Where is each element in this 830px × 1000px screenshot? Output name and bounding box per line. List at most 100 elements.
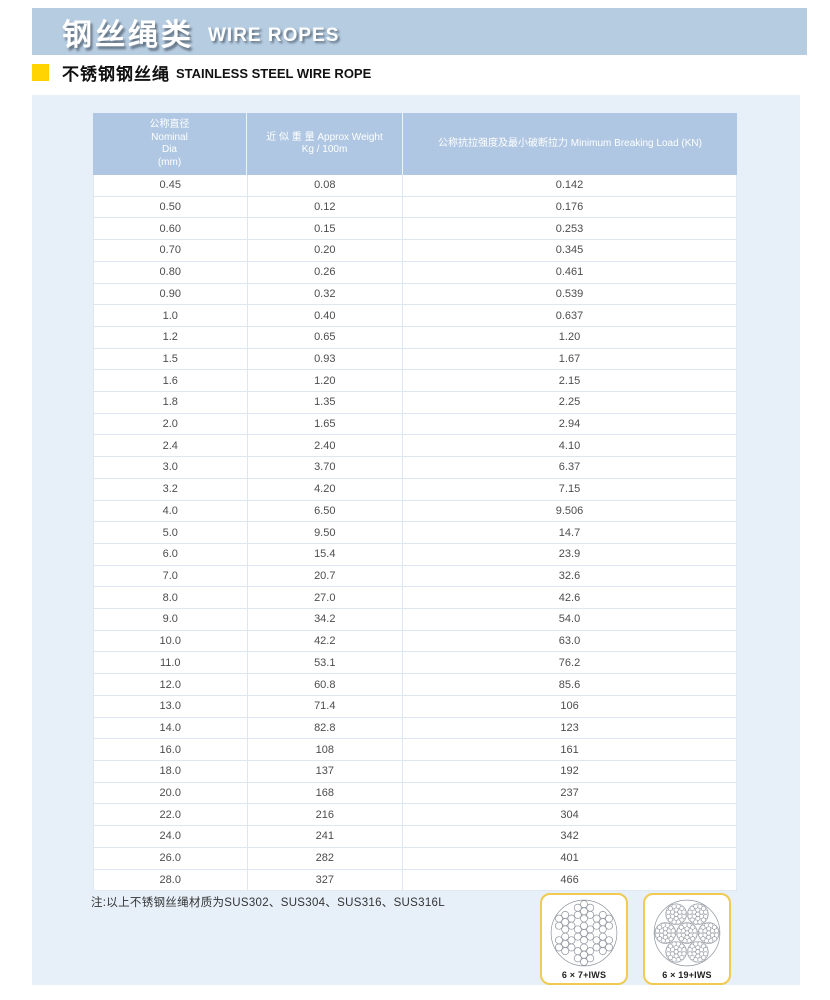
table-row: 1.6 1.20 2.15 [94, 370, 736, 393]
rope-card-label: 6 × 19+IWS [662, 970, 712, 980]
page-banner: 钢丝绳类 WIRE ROPES [32, 8, 807, 55]
table-cell: 9.50 [248, 522, 404, 543]
table-cell: 0.50 [94, 196, 248, 218]
table-row: 13.0 71.4 106 [94, 695, 736, 718]
table-cell: 26.0 [94, 847, 248, 869]
table-cell: 123 [560, 721, 579, 734]
table-cell: 28.0 [94, 869, 248, 891]
rope-cross-section-6x7-icon [550, 899, 618, 967]
rope-card-6x19: 6 × 19+IWS [643, 893, 731, 985]
table-cell: 12.0 [94, 674, 248, 695]
table-cell: 0.60 [94, 218, 248, 240]
table-cell: 11.0 [94, 652, 248, 674]
table-cell: 0.45 [94, 175, 248, 196]
table-cell: 85.6 [558, 678, 581, 691]
table-cell: 3.0 [94, 457, 248, 478]
table-row: 1.5 0.93 1.67 [94, 348, 736, 371]
table-cell: 3.2 [94, 478, 248, 500]
table-cell: 0.461 [555, 266, 584, 279]
table-cell: 4.10 [558, 439, 581, 452]
table-cell: 5.0 [94, 522, 248, 543]
table-row: 20.0 168 237 [94, 782, 736, 805]
table-cell: 34.2 [248, 609, 404, 630]
banner-title-en: WIRE ROPES [208, 25, 340, 46]
table-row: 12.0 60.8 85.6 [94, 674, 736, 696]
rope-card-label: 6 × 7+IWS [561, 970, 607, 980]
table-cell: 2.94 [558, 418, 581, 431]
table-row: 1.8 1.35 2.25 [94, 392, 736, 414]
table-cell: 1.8 [94, 392, 248, 413]
table-cell: 466 [560, 873, 579, 886]
table-cell: 32.6 [558, 570, 581, 582]
table-cell: 0.539 [555, 287, 584, 300]
table-body: 0.45 0.08 0.142 0.50 0.12 0.176 0.60 0.15 0.253 0… [93, 175, 737, 891]
table-row: 18.0 137 192 [94, 760, 736, 783]
table-cell: 237 [560, 787, 579, 800]
section-title-zh: 不锈钢钢丝绳 [62, 64, 170, 84]
table-cell: 106 [560, 700, 579, 713]
table-cell: 0.32 [248, 283, 404, 305]
table-row: 9.0 34.2 54.0 [94, 609, 736, 631]
spec-table: 公称直径 Nominal Dia (mm) 近 似 重 量 Approx Weight K… [93, 113, 737, 891]
column-header: 公称抗拉强度及最小破断拉力 Minimum Breaking Load (KN) [438, 137, 702, 149]
yellow-bullet-icon [32, 63, 49, 81]
table-cell: 0.70 [94, 240, 248, 261]
table-cell: 6.50 [248, 500, 404, 522]
table-cell: 0.65 [248, 326, 404, 348]
table-cell: 10.0 [94, 630, 248, 652]
table-row: 2.4 2.40 4.10 [94, 435, 736, 458]
table-cell: 16.0 [94, 739, 248, 760]
table-cell: 161 [560, 743, 579, 756]
table-cell: 1.65 [248, 413, 404, 435]
table-cell: 0.142 [555, 179, 584, 192]
table-cell: 108 [248, 739, 404, 760]
table-cell: 137 [248, 760, 404, 782]
table-cell: 8.0 [94, 587, 248, 609]
table-cell: 216 [248, 804, 404, 826]
table-cell: 1.20 [558, 331, 581, 344]
table-cell: 14.7 [558, 526, 581, 539]
table-cell: 54.0 [558, 613, 581, 626]
table-cell: 192 [560, 765, 579, 778]
table-cell: 63.0 [558, 635, 581, 648]
table-cell: 7.0 [94, 565, 248, 587]
table-cell: 1.20 [248, 370, 404, 392]
column-header: 公称直径 Nominal Dia (mm) [93, 113, 247, 175]
table-cell: 9.506 [555, 504, 584, 517]
table-row: 3.0 3.70 6.37 [94, 457, 736, 479]
table-row: 4.0 6.50 9.506 [94, 500, 736, 523]
table-cell: 327 [248, 869, 404, 891]
section-title-en: STAINLESS STEEL WIRE ROPE [176, 65, 372, 81]
table-row: 24.0 241 342 [94, 826, 736, 848]
table-cell: 2.0 [94, 413, 248, 435]
table-row: 2.0 1.65 2.94 [94, 413, 736, 436]
table-cell: 60.8 [248, 674, 404, 695]
table-cell: 0.40 [248, 305, 404, 326]
table-cell: 9.0 [94, 609, 248, 630]
table-cell: 0.90 [94, 283, 248, 305]
table-cell: 168 [248, 782, 404, 804]
table-cell: 42.2 [248, 630, 404, 652]
table-row: 7.0 20.7 32.6 [94, 565, 736, 588]
table-cell: 0.12 [248, 196, 404, 218]
table-cell: 1.35 [248, 392, 404, 413]
table-cell: 71.4 [248, 695, 404, 717]
table-row: 1.2 0.65 1.20 [94, 326, 736, 349]
table-row: 10.0 42.2 63.0 [94, 630, 736, 653]
table-row: 0.50 0.12 0.176 [94, 196, 736, 219]
material-note: 注:以上不锈钢丝绳材质为SUS302、SUS304、SUS316、SUS316L [91, 897, 445, 909]
table-cell: 1.0 [94, 305, 248, 326]
table-row: 5.0 9.50 14.7 [94, 522, 736, 544]
table-cell: 6.0 [94, 543, 248, 565]
table-cell: 304 [560, 808, 579, 821]
table-cell: 241 [248, 826, 404, 847]
table-cell: 20.0 [94, 782, 248, 804]
table-cell: 1.67 [558, 352, 581, 365]
table-cell: 0.253 [555, 222, 584, 235]
table-row: 14.0 82.8 123 [94, 717, 736, 740]
table-cell: 0.345 [555, 244, 584, 257]
table-row: 0.60 0.15 0.253 [94, 218, 736, 241]
table-row: 26.0 282 401 [94, 847, 736, 870]
table-cell: 20.7 [248, 565, 404, 587]
